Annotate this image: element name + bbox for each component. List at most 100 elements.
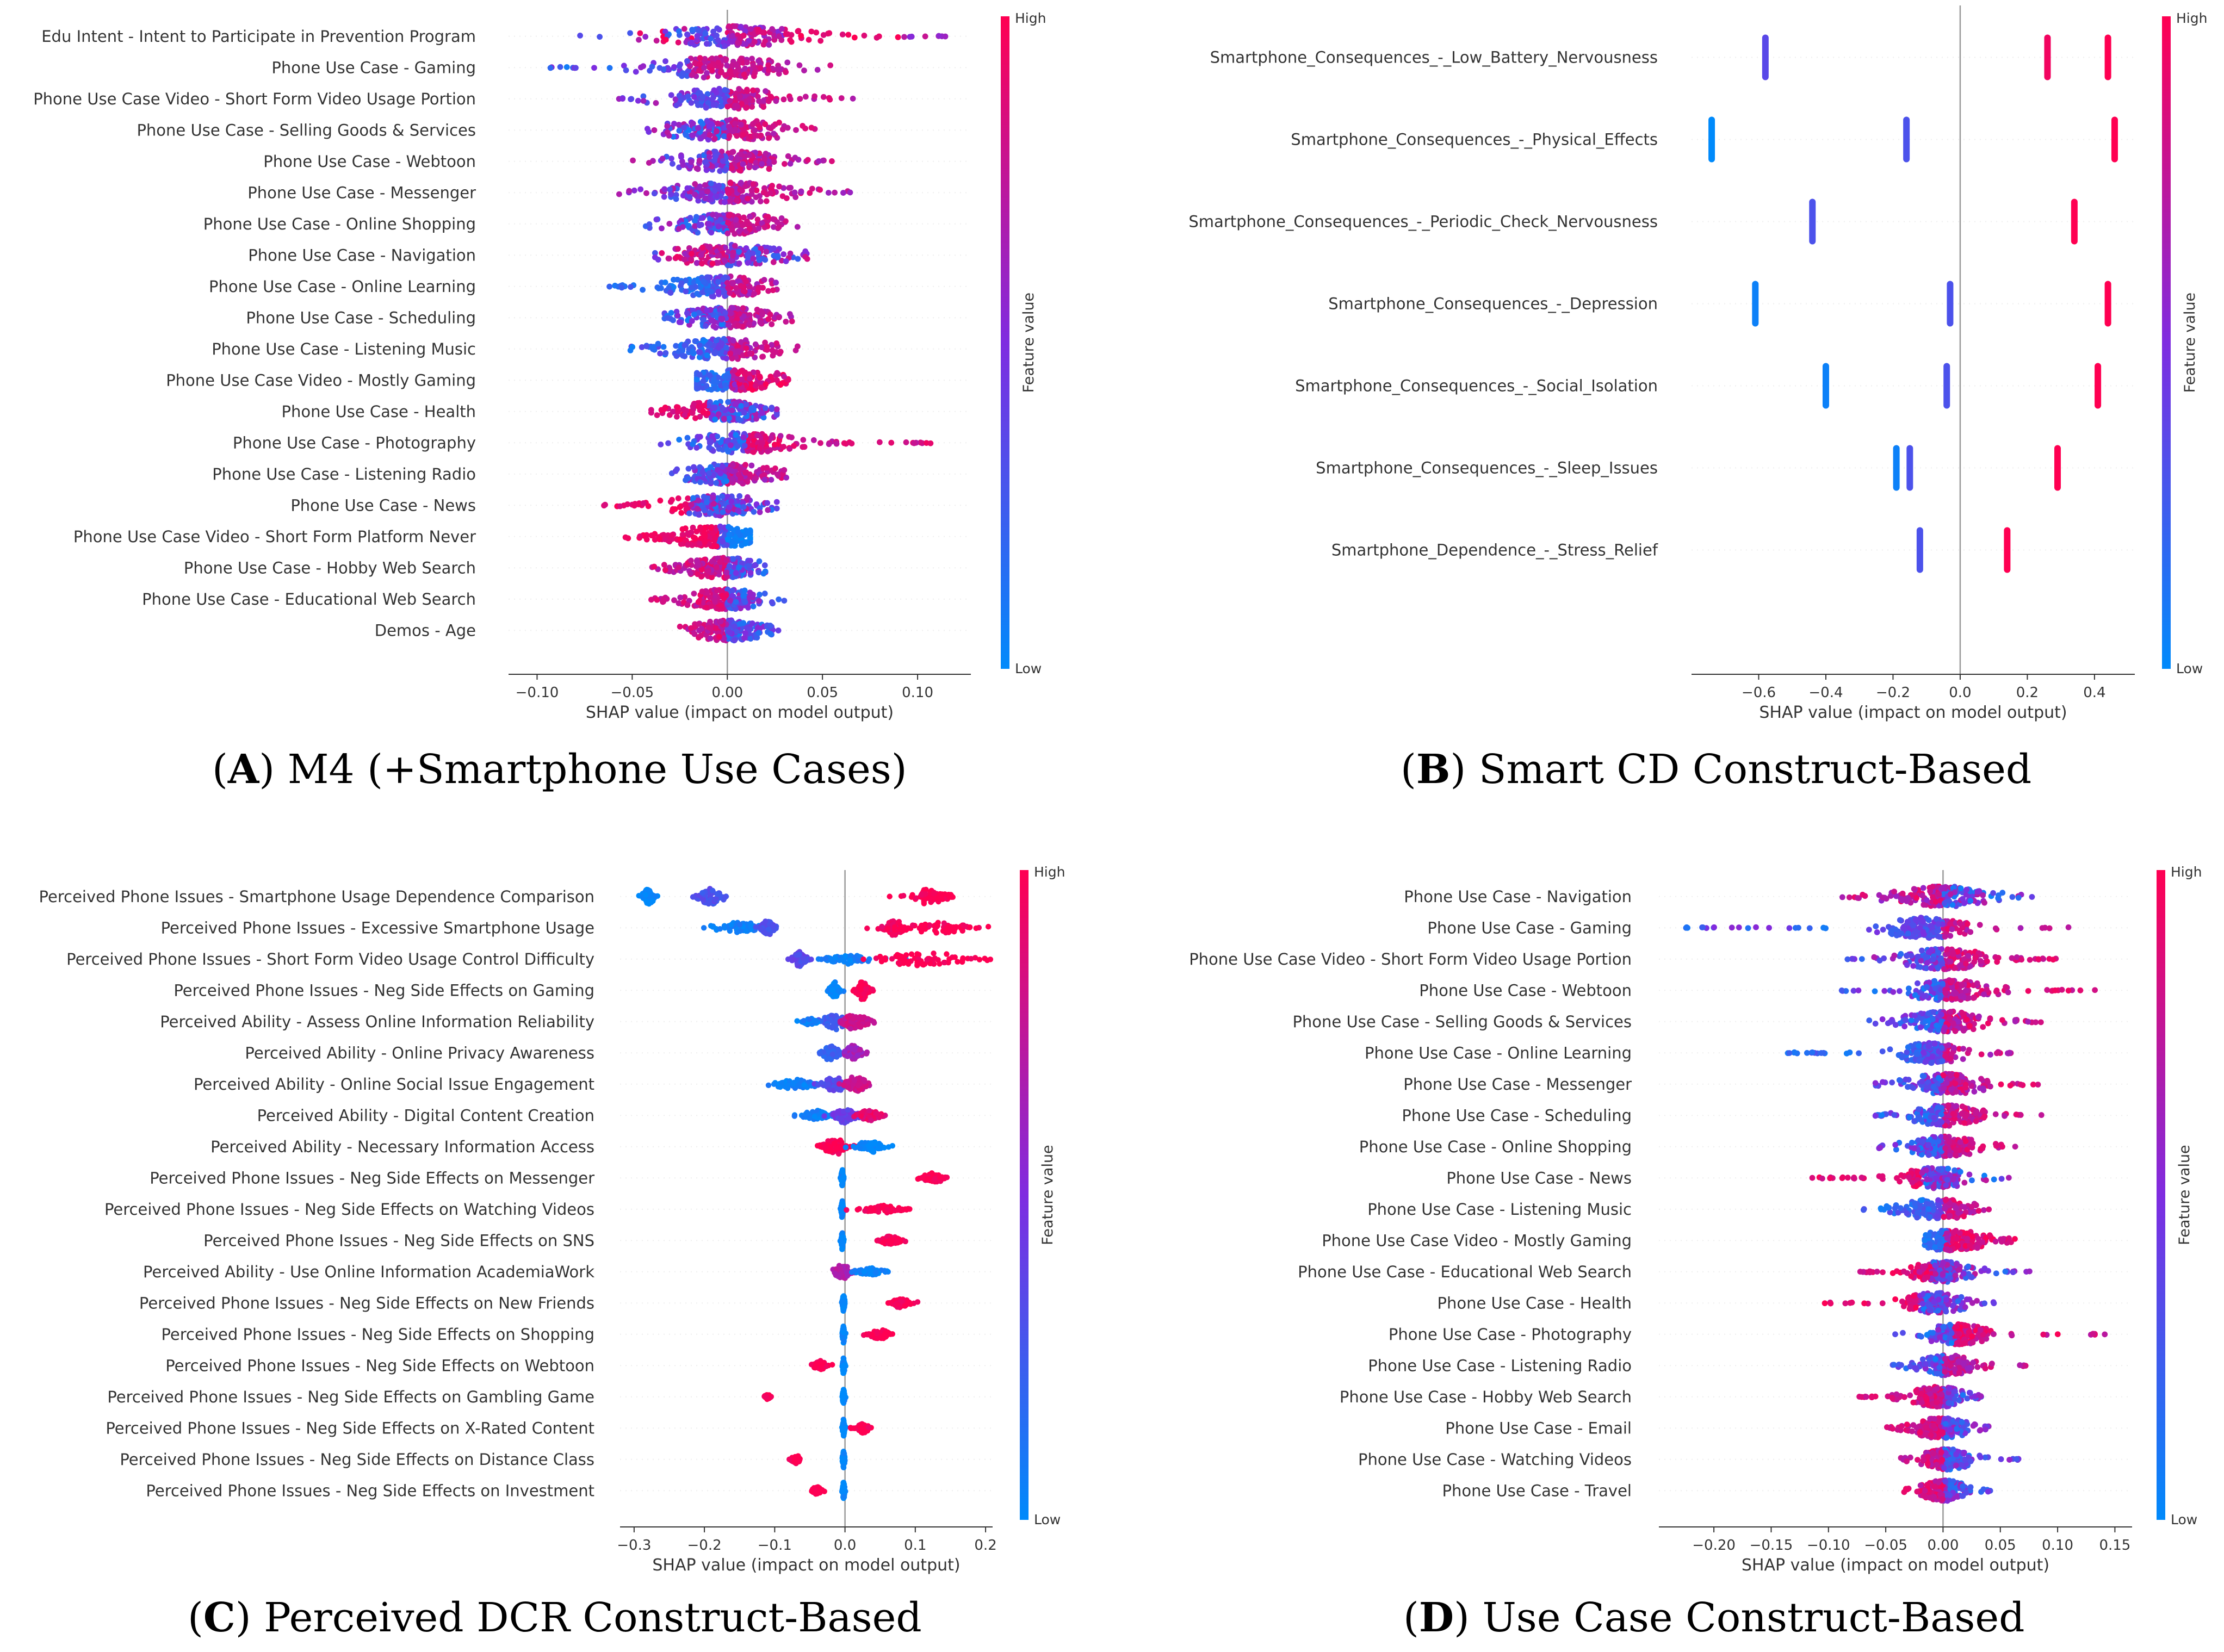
shap-point	[676, 28, 682, 34]
shap-point	[781, 374, 787, 380]
feature-5-points	[1822, 363, 2102, 409]
shap-point	[697, 135, 703, 142]
shap-point	[704, 91, 711, 97]
shap-point	[723, 478, 729, 484]
shap-point	[728, 498, 735, 505]
shap-point	[829, 158, 835, 164]
feature-label: Phone Use Case - Online Learning	[209, 277, 476, 296]
shap-point	[729, 407, 735, 414]
shap-point	[973, 925, 979, 931]
shap-point	[698, 632, 704, 639]
shap-point	[620, 96, 625, 102]
shap-point	[709, 558, 715, 565]
shap-point	[702, 159, 708, 165]
shap-point	[795, 256, 801, 262]
shap-point	[952, 926, 958, 931]
colorbar-title: Feature value	[1020, 293, 1037, 393]
shap-point	[636, 36, 642, 43]
shap-point	[670, 317, 676, 324]
shap-point	[667, 289, 673, 296]
shap-point	[743, 245, 749, 251]
shap-point	[718, 306, 724, 313]
shap-point	[754, 307, 760, 313]
shap-point	[800, 444, 806, 450]
shap-point	[708, 525, 714, 531]
shap-point	[716, 634, 722, 640]
feature-label: Smartphone_Consequences_-_Physical_Effec…	[1291, 131, 1658, 149]
shap-point	[787, 37, 794, 44]
shap-point	[717, 602, 724, 608]
shap-point	[740, 33, 747, 39]
shap-point	[774, 471, 780, 477]
x-tick-label: −0.10	[516, 685, 559, 701]
shap-point	[671, 121, 677, 127]
shap-point	[632, 501, 638, 507]
shap-point	[901, 924, 907, 930]
shap-point	[676, 63, 683, 70]
shap-point	[766, 166, 772, 172]
x-tick-label: 0.00	[711, 685, 743, 701]
feature-label: Phone Use Case - Messenger	[247, 183, 476, 202]
shap-point	[895, 960, 902, 966]
shap-point	[733, 216, 739, 223]
shap-point	[661, 194, 667, 200]
shap-point	[845, 32, 852, 38]
shap-point	[690, 348, 696, 355]
shap-point	[680, 406, 687, 413]
shap-point	[646, 221, 653, 227]
shap-point	[563, 64, 570, 70]
shap-point	[732, 401, 739, 408]
chart-panel-a: Edu Intent - Intent to Participate in Pr…	[33, 10, 1046, 793]
shap-point	[702, 533, 708, 539]
shap-point	[817, 440, 823, 446]
shap-point	[694, 290, 701, 297]
shap-point	[709, 55, 715, 61]
feature-2-points	[701, 918, 992, 938]
shap-point	[907, 34, 913, 40]
shap-point	[725, 399, 732, 405]
shap-point	[676, 121, 682, 128]
shap-point	[713, 543, 720, 550]
shap-point	[887, 893, 893, 899]
shap-point	[751, 562, 758, 569]
shap-point	[686, 127, 692, 133]
shap-point	[727, 180, 734, 187]
shap-point	[762, 121, 769, 127]
shap-point	[797, 96, 803, 102]
shap-point	[714, 193, 720, 200]
shap-point	[729, 128, 736, 134]
colorbar-title: Feature value	[2182, 293, 2198, 393]
shap-point	[695, 27, 701, 34]
shap-point	[870, 986, 876, 992]
shap-point	[697, 541, 703, 547]
shap-point	[709, 260, 716, 266]
feature-3-points	[616, 85, 856, 112]
shap-point	[658, 441, 664, 448]
shap-point	[689, 39, 695, 46]
shap-point	[717, 69, 724, 76]
shap-point	[773, 377, 780, 383]
shap-point	[765, 316, 772, 322]
shap-point	[815, 956, 822, 962]
shap-point	[684, 310, 690, 316]
shap-point	[698, 573, 704, 580]
shap-point	[884, 926, 891, 931]
shap-point	[783, 319, 789, 325]
shap-point	[722, 43, 728, 49]
shap-point	[697, 349, 703, 355]
shap-point	[772, 465, 778, 471]
shap-point	[674, 253, 680, 260]
shap-point	[653, 38, 660, 44]
shap-point	[623, 67, 629, 73]
shap-point	[757, 374, 763, 380]
shap-point	[630, 157, 636, 164]
shap-point	[750, 62, 757, 69]
shap-point	[861, 33, 868, 39]
shap-point	[781, 598, 788, 604]
shap-point	[716, 182, 722, 189]
shap-point	[751, 508, 757, 515]
shap-point	[815, 158, 822, 164]
shap-point	[909, 922, 916, 928]
feature-label: Phone Use Case - Health	[281, 402, 476, 421]
shap-point	[701, 74, 707, 80]
